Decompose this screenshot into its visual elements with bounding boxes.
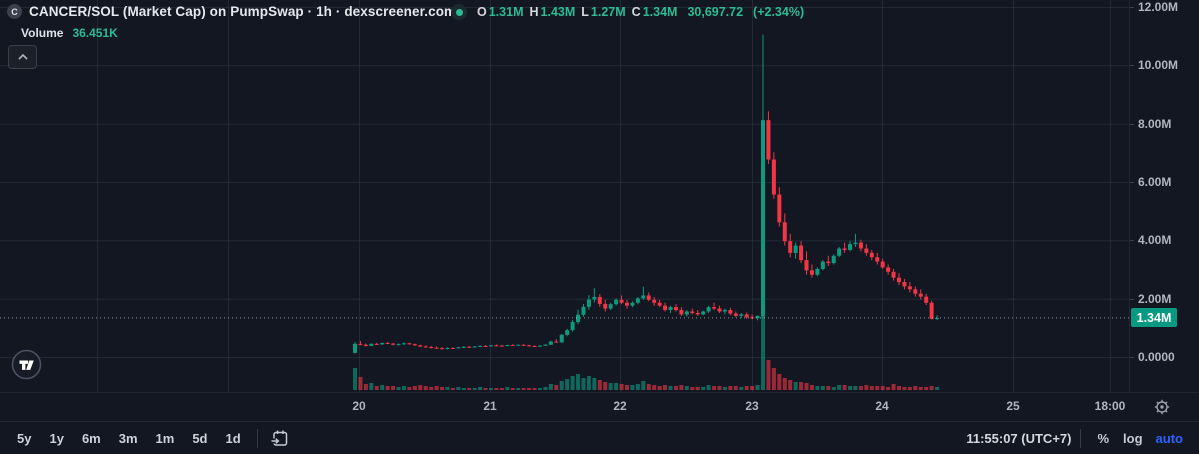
price-tick-label: 0.0000 <box>1138 350 1175 364</box>
open-label: O <box>477 5 487 19</box>
calendar-icon <box>271 430 288 446</box>
volume-label: Volume <box>21 26 64 40</box>
price-tick-mark <box>1130 298 1134 300</box>
open-value: 1.31M <box>488 5 524 19</box>
tradingview-logo[interactable] <box>11 349 42 380</box>
chart-title: CANCER/SOL (Market Cap) on PumpSwap · 1h… <box>29 4 457 19</box>
time-tick-label: 23 <box>745 399 759 413</box>
close-label: C <box>631 5 641 19</box>
pane-collapse-button[interactable] <box>8 45 37 69</box>
volume-legend: Volume 36.451K <box>21 26 118 40</box>
low-label: L <box>581 5 589 19</box>
last-price-badge: 1.34M <box>1131 308 1177 328</box>
high-value: 1.43M <box>540 5 576 19</box>
candlestick-chart-canvas[interactable] <box>0 0 1130 392</box>
time-tick-label: 21 <box>483 399 497 413</box>
range-button-1m[interactable]: 1m <box>155 430 175 446</box>
change-percent: (+2.34%) <box>753 5 805 19</box>
range-selector: 5y 1y 6m 3m 1m 5d 1d <box>10 428 248 449</box>
toolbar-right: 11:55:07 (UTC+7) % log auto <box>966 428 1189 448</box>
go-to-date-button[interactable] <box>267 426 293 450</box>
ohlc-readout: O 1.31M H 1.43M L 1.27M C 1.34M 30,697.7… <box>451 4 804 20</box>
clock-timezone-button[interactable]: 11:55:07 (UTC+7) <box>966 430 1072 446</box>
price-tick-label: 2.00M <box>1138 291 1172 306</box>
range-button-5y[interactable]: 5y <box>17 430 32 446</box>
gear-icon <box>1154 399 1170 415</box>
low-value: 1.27M <box>590 5 626 19</box>
range-button-5d[interactable]: 5d <box>192 430 208 446</box>
auto-scale-button[interactable]: auto <box>1155 430 1183 446</box>
range-button-1d[interactable]: 1d <box>225 430 241 446</box>
chevron-up-icon <box>17 54 28 60</box>
time-tick-label: 25 <box>1006 399 1020 413</box>
range-button-6m[interactable]: 6m <box>81 430 101 446</box>
price-tick-mark <box>1130 357 1134 358</box>
live-indicator-icon <box>451 4 467 20</box>
range-button-1y[interactable]: 1y <box>49 430 64 446</box>
price-tick-mark <box>1130 65 1134 67</box>
price-axis[interactable]: 12.00M 10.00M 8.00M 6.00M 4.00M 2.00M 0.0000 <box>1130 0 1199 392</box>
price-tick-label: 10.00M <box>1138 58 1179 73</box>
time-axis-border <box>0 392 1199 393</box>
toolbar-separator <box>1080 428 1082 448</box>
toolbar-separator <box>256 428 258 448</box>
tradingview-logo-icon <box>11 349 42 380</box>
price-value: 30,697.72 <box>687 5 744 19</box>
axis-settings-button[interactable] <box>1151 396 1173 418</box>
price-tick-label: 8.00M <box>1138 116 1172 131</box>
log-scale-button[interactable]: log <box>1123 430 1143 446</box>
close-value: 1.34M <box>642 5 678 19</box>
price-tick-label: 4.00M <box>1138 233 1172 248</box>
toolbar-border <box>0 421 1199 422</box>
range-button-3m[interactable]: 3m <box>118 430 138 446</box>
high-label: H <box>529 5 539 19</box>
time-tick-label: 18:00 <box>1094 399 1126 413</box>
time-axis[interactable]: 20 21 22 23 24 25 18:00 <box>0 393 1199 421</box>
volume-value: 36.451K <box>72 26 118 40</box>
price-tick-mark <box>1130 240 1134 242</box>
price-tick-label: 6.00M <box>1138 174 1172 189</box>
price-tick-label: 12.00M <box>1138 0 1179 14</box>
chart-area[interactable] <box>0 0 1130 392</box>
time-tick-label: 24 <box>875 399 889 413</box>
time-tick-label: 22 <box>613 399 627 413</box>
bottom-toolbar: 5y 1y 6m 3m 1m 5d 1d 11:55:07 (UTC+7) % log au… <box>0 422 1199 454</box>
percent-scale-button[interactable]: % <box>1097 430 1110 446</box>
token-logo-icon: C <box>7 4 22 19</box>
price-tick-mark <box>1130 6 1134 8</box>
price-axis-border <box>1129 0 1130 392</box>
time-tick-label: 20 <box>352 399 366 413</box>
symbol-legend: C CANCER/SOL (Market Cap) on PumpSwap · … <box>7 4 456 19</box>
price-tick-mark <box>1130 123 1134 125</box>
price-tick-mark <box>1130 181 1134 183</box>
